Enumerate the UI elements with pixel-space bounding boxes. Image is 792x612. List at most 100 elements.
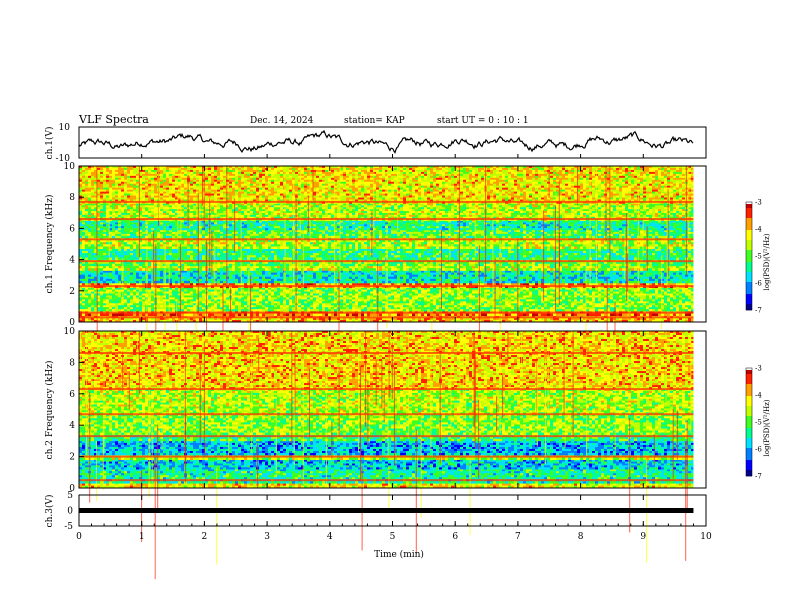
spectrogram-cell <box>283 301 286 303</box>
spectrogram-cell <box>454 275 457 277</box>
spectrogram-cell <box>667 301 670 303</box>
spectrogram-cell <box>568 290 571 292</box>
spectrogram-cell <box>523 275 526 277</box>
spectrogram-cell <box>190 294 193 296</box>
spectrogram-cell <box>637 313 640 316</box>
spectrogram-cell <box>181 295 184 297</box>
spectrogram-cell <box>508 290 511 292</box>
spectrogram-cell <box>283 303 286 305</box>
spectrogram-cell <box>601 273 604 275</box>
spectrogram-cell <box>259 295 262 297</box>
spectrogram-cell <box>280 299 283 301</box>
spectrogram-cell <box>655 275 658 277</box>
spectrogram-cell <box>193 295 196 297</box>
spectrogram-cell <box>217 294 220 296</box>
spectrogram-cell <box>187 295 190 297</box>
spectrogram-cell <box>655 273 658 275</box>
spectrogram-cell <box>589 273 592 275</box>
spectrogram-cell <box>403 277 406 279</box>
spectrogram-cell <box>562 307 565 309</box>
spectrogram-cell <box>547 299 550 301</box>
spectrogram-cell <box>157 303 160 305</box>
spectrogram-cell <box>304 273 307 275</box>
spectrogram-cell <box>574 299 577 301</box>
spectrogram-cell <box>445 275 448 277</box>
spectrogram-cell <box>313 273 316 275</box>
spectrogram-cell <box>436 290 439 292</box>
spectrogram-cell <box>217 299 220 301</box>
spectrogram-cell <box>346 313 349 316</box>
spectrogram-cell <box>274 299 277 301</box>
spectrogram-cell <box>121 307 124 309</box>
spectrogram-cell <box>601 301 604 303</box>
spectrogram-cell <box>139 313 142 316</box>
spectrogram-cell <box>571 313 574 316</box>
spectrogram-cell <box>172 299 175 301</box>
spectrogram-cell <box>310 290 313 292</box>
spectrogram-cell <box>313 313 316 316</box>
spectrogram-cell <box>106 301 109 303</box>
spectrogram-cell <box>148 313 151 316</box>
spectrogram-cell <box>358 309 361 311</box>
spectrogram-cell <box>262 307 265 309</box>
spectrogram-cell <box>676 309 679 311</box>
spectrogram-cell <box>415 273 418 275</box>
spectrogram-cell <box>580 292 583 294</box>
spectrogram-cell <box>253 297 256 299</box>
spectrogram-cell <box>676 299 679 301</box>
spectrogram-cell <box>403 307 406 309</box>
spectrogram-cell <box>589 301 592 303</box>
spectrogram-cell <box>487 295 490 297</box>
ch1-waveform-ylabel: ch.1(V) <box>44 127 55 160</box>
spectrogram-cell <box>244 309 247 311</box>
spectrogram-cell <box>91 305 94 307</box>
spectrogram-cell <box>682 313 685 316</box>
spectrogram-cell <box>433 273 436 275</box>
spectrogram-cell <box>157 313 160 316</box>
spectrogram-cell <box>112 309 115 311</box>
spectrogram-cell <box>181 307 184 309</box>
spectrogram-cell <box>442 301 445 303</box>
spectrogram-cell <box>460 279 463 281</box>
spectrogram-cell <box>259 313 262 316</box>
spectrogram-cell <box>214 294 217 296</box>
spectrogram-cell <box>619 297 622 299</box>
spectrogram-cell <box>271 301 274 303</box>
spectrogram-cell <box>655 294 658 296</box>
spectrogram-cell <box>535 294 538 296</box>
spectrogram-cell <box>193 277 196 279</box>
spectrogram-cell <box>85 273 88 275</box>
spectrogram-cell <box>427 313 430 316</box>
spectrogram-cell <box>283 295 286 297</box>
spectrogram-cell <box>505 313 508 316</box>
spectrogram-cell <box>514 305 517 307</box>
spectrogram-cell <box>505 279 508 281</box>
spectrogram-cell <box>463 309 466 311</box>
spectrogram-cell <box>526 277 529 279</box>
spectrogram-cell <box>670 290 673 292</box>
spectrogram-cell <box>400 271 403 273</box>
spectrogram-cell <box>262 303 265 305</box>
spectrogram-cell <box>106 279 109 281</box>
spectrogram-cell <box>496 290 499 292</box>
spectrogram-cell <box>409 271 412 273</box>
spectrogram-cell <box>655 295 658 297</box>
spectrogram-cell <box>532 305 535 307</box>
spectrogram-cell <box>208 313 211 316</box>
spectrogram-cell <box>391 299 394 301</box>
spectrogram-cell <box>82 277 85 279</box>
spectrogram-cell <box>100 313 103 316</box>
spectrogram-cell <box>652 273 655 275</box>
spectrogram-cell <box>412 309 415 311</box>
spectrogram-cell <box>199 279 202 281</box>
spectrogram-cell <box>160 305 163 307</box>
spectrogram-cell <box>475 279 478 281</box>
spectrogram-cell <box>112 294 115 296</box>
spectrogram-cell <box>592 294 595 296</box>
spectrogram-cell <box>100 299 103 301</box>
spectrogram-cell <box>679 313 682 316</box>
spectrogram-cell <box>511 313 514 316</box>
spectrogram-cell <box>574 271 577 273</box>
spectrogram-cell <box>112 303 115 305</box>
spectrogram-cell <box>328 305 331 307</box>
